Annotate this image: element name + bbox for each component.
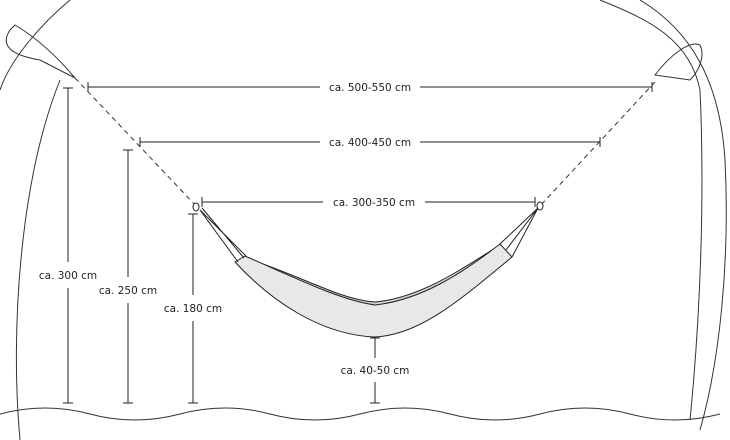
right-tree-outline bbox=[639, 0, 727, 431]
label-inner-span: ca. 300-350 cm bbox=[333, 197, 415, 209]
hammock-left-strings bbox=[199, 207, 247, 263]
left-tree-outline bbox=[15, 79, 61, 440]
right-tree-outline bbox=[599, 0, 703, 421]
height-middle-line bbox=[123, 149, 133, 404]
label-height-outer: ca. 300 cm bbox=[39, 270, 97, 282]
left-rope bbox=[74, 77, 199, 209]
label-middle-span: ca. 400-450 cm bbox=[329, 137, 411, 149]
dimension-inner bbox=[201, 197, 536, 207]
hammock-body bbox=[234, 243, 513, 338]
left-ring bbox=[192, 202, 200, 212]
label-height-inner: ca. 180 cm bbox=[164, 303, 222, 315]
right-tree-strap bbox=[654, 43, 703, 81]
dimension-middle bbox=[139, 137, 601, 147]
right-rope bbox=[539, 81, 656, 207]
label-clearance: ca. 40-50 cm bbox=[341, 365, 410, 377]
dimension-outer bbox=[87, 82, 653, 92]
clearance-line bbox=[370, 337, 380, 404]
left-tree-outline bbox=[0, 0, 71, 91]
ground-line bbox=[0, 407, 721, 421]
height-inner-line bbox=[188, 213, 198, 404]
label-height-middle: ca. 250 cm bbox=[99, 285, 157, 297]
label-outer-span: ca. 500-550 cm bbox=[329, 82, 411, 94]
hammock-right-strings bbox=[499, 207, 539, 258]
left-tree-strap bbox=[5, 24, 76, 79]
height-outer-line bbox=[63, 87, 73, 404]
right-ring bbox=[536, 201, 544, 211]
